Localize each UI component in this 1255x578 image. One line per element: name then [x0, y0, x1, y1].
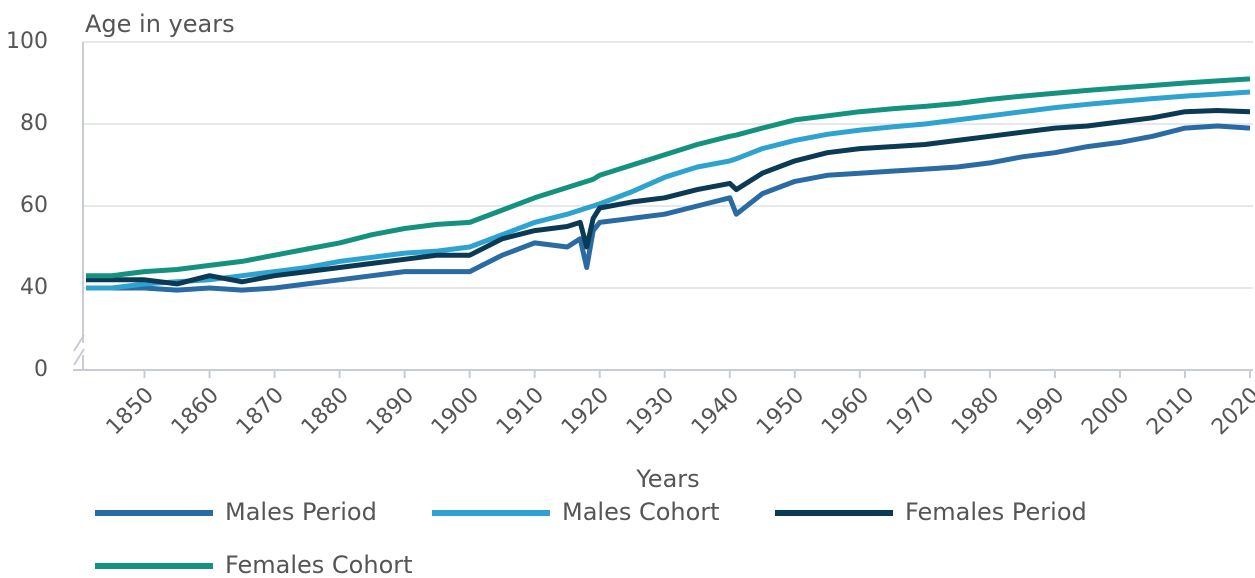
x-tick-label: 1900 — [427, 383, 484, 440]
x-tick-label: 1940 — [687, 383, 744, 440]
x-tick-label: 1870 — [232, 383, 289, 440]
series-line — [86, 108, 1251, 287]
x-axis-label: Years — [635, 465, 699, 493]
legend-label: Males Cohort — [562, 498, 720, 526]
x-tick-label: 2000 — [1077, 383, 1134, 440]
x-tick-label: 1980 — [947, 383, 1004, 440]
x-tick-label: 2020 — [1207, 383, 1255, 440]
x-tick-label: 1970 — [882, 383, 939, 440]
x-tick-label: 1930 — [622, 383, 679, 440]
series-line — [86, 76, 1251, 279]
legend-label: Females Cohort — [225, 551, 413, 578]
y-tick-label: 0 — [34, 357, 48, 382]
y-axis-label: Age in years — [85, 10, 235, 38]
x-tick-label: 1910 — [492, 383, 549, 440]
axis-break — [73, 334, 85, 352]
legend-label: Males Period — [225, 498, 377, 526]
x-tick-label: 1890 — [362, 383, 419, 440]
x-tick-label: 2010 — [1142, 383, 1199, 440]
x-tick-label: 1950 — [752, 383, 809, 440]
legend-label: Females Period — [905, 498, 1087, 526]
axis-break — [73, 348, 85, 366]
series-line — [86, 89, 1251, 291]
y-tick-label: 40 — [20, 275, 48, 300]
y-tick-label: 60 — [20, 193, 48, 218]
y-tick-label: 80 — [20, 111, 48, 136]
x-tick-label: 1850 — [102, 383, 159, 440]
series-line — [86, 123, 1251, 293]
x-tick-label: 1920 — [557, 383, 614, 440]
x-tick-label: 1990 — [1012, 383, 1069, 440]
x-tick-label: 1860 — [167, 383, 224, 440]
y-tick-label: 100 — [6, 29, 48, 54]
x-tick-label: 1960 — [817, 383, 874, 440]
x-tick-label: 1880 — [297, 383, 354, 440]
